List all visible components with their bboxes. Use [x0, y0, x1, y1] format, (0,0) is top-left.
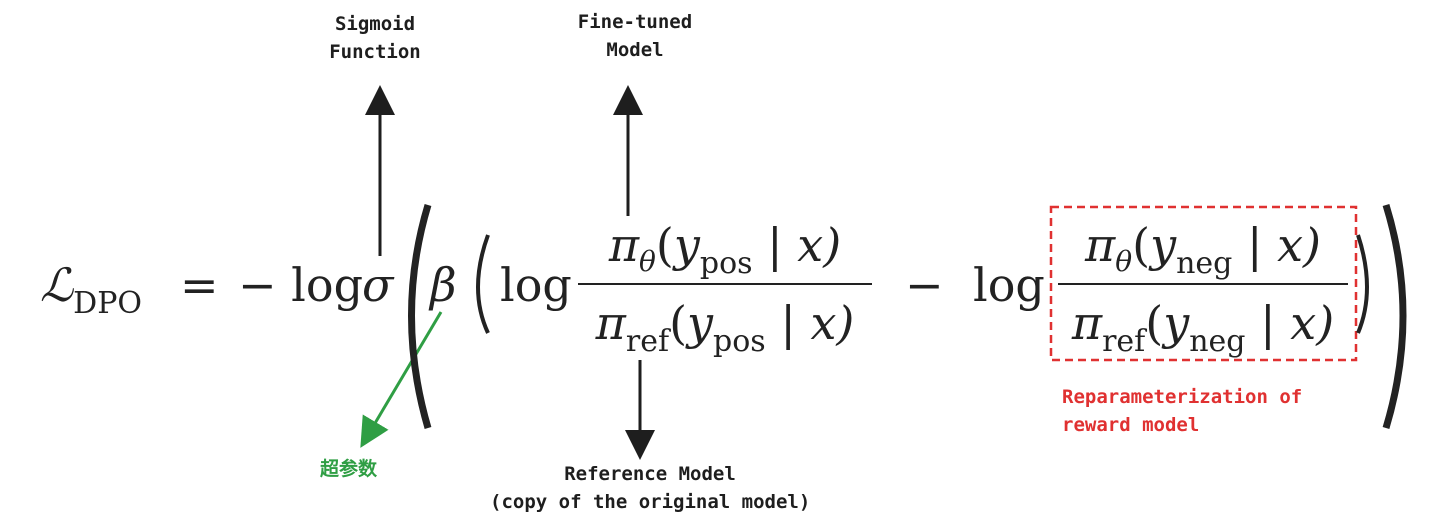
close-paren-2: [1356, 234, 1369, 334]
hyperparam-label: 超参数: [320, 458, 378, 480]
hyperparam-arrow: [360, 311, 443, 448]
beta: β: [430, 258, 457, 312]
label-line: reward model: [1062, 414, 1200, 436]
big-open-paren: [408, 203, 432, 429]
reparam-highlight-box: [1049, 205, 1358, 362]
ref: ref: [1102, 324, 1146, 359]
pos: pos: [699, 246, 753, 281]
neg-log: − log: [238, 258, 364, 312]
loss-symbol: ℒ: [40, 258, 74, 312]
sigmoid-label: Sigmoid Function: [300, 10, 450, 66]
given-x: | x): [1260, 296, 1335, 350]
reparam-label: Reparameterization of reward model: [1062, 383, 1302, 439]
big-close-paren: [1382, 203, 1407, 430]
numerator-neg: πθ(yneg | x): [1085, 218, 1321, 281]
label-line: Fine-tuned: [577, 11, 693, 33]
neg: neg: [1189, 324, 1246, 359]
sigma: σ: [362, 258, 394, 312]
pi: π: [1085, 218, 1116, 272]
label-line: Function: [329, 41, 421, 63]
label-line: Reparameterization of: [1062, 386, 1303, 408]
pos: pos: [713, 324, 766, 359]
pi: π: [595, 296, 626, 350]
finetuned-label: Fine-tuned Model: [560, 8, 710, 64]
label-line: Reference Model: [564, 463, 736, 485]
given-x: | x): [1246, 218, 1321, 272]
label-line: Sigmoid: [334, 13, 416, 35]
y: y: [673, 218, 700, 272]
denominator-neg: πref(yneg | x): [1071, 296, 1335, 359]
neg: neg: [1176, 246, 1233, 281]
numerator-pos: πθ(ypos | x): [608, 218, 842, 281]
equals-sign: =: [180, 258, 219, 312]
reference-label: Reference Model (copy of the original mo…: [490, 460, 810, 516]
pi: π: [1071, 296, 1103, 350]
fraction-bar-1: [578, 283, 872, 285]
y: y: [1163, 296, 1190, 350]
y: y: [1150, 218, 1177, 272]
loss-term: ℒDPO: [40, 262, 142, 319]
log-2: log: [973, 258, 1045, 312]
y: y: [687, 296, 714, 350]
pi: π: [608, 218, 640, 272]
loss-subscript: DPO: [73, 286, 142, 321]
denominator-pos: πref(ypos | x): [595, 296, 855, 359]
given-x: | x): [780, 296, 855, 350]
theta: θ: [1115, 245, 1133, 278]
ref: ref: [625, 324, 670, 359]
open-paren-2: [476, 234, 490, 334]
minus: −: [905, 258, 944, 312]
theta: θ: [639, 245, 656, 278]
label-line: (copy of the original model): [490, 491, 811, 513]
log-1: log: [500, 258, 572, 312]
given-x: | x): [767, 218, 842, 272]
fraction-bar-2: [1058, 283, 1348, 285]
label-line: Model: [606, 39, 664, 61]
